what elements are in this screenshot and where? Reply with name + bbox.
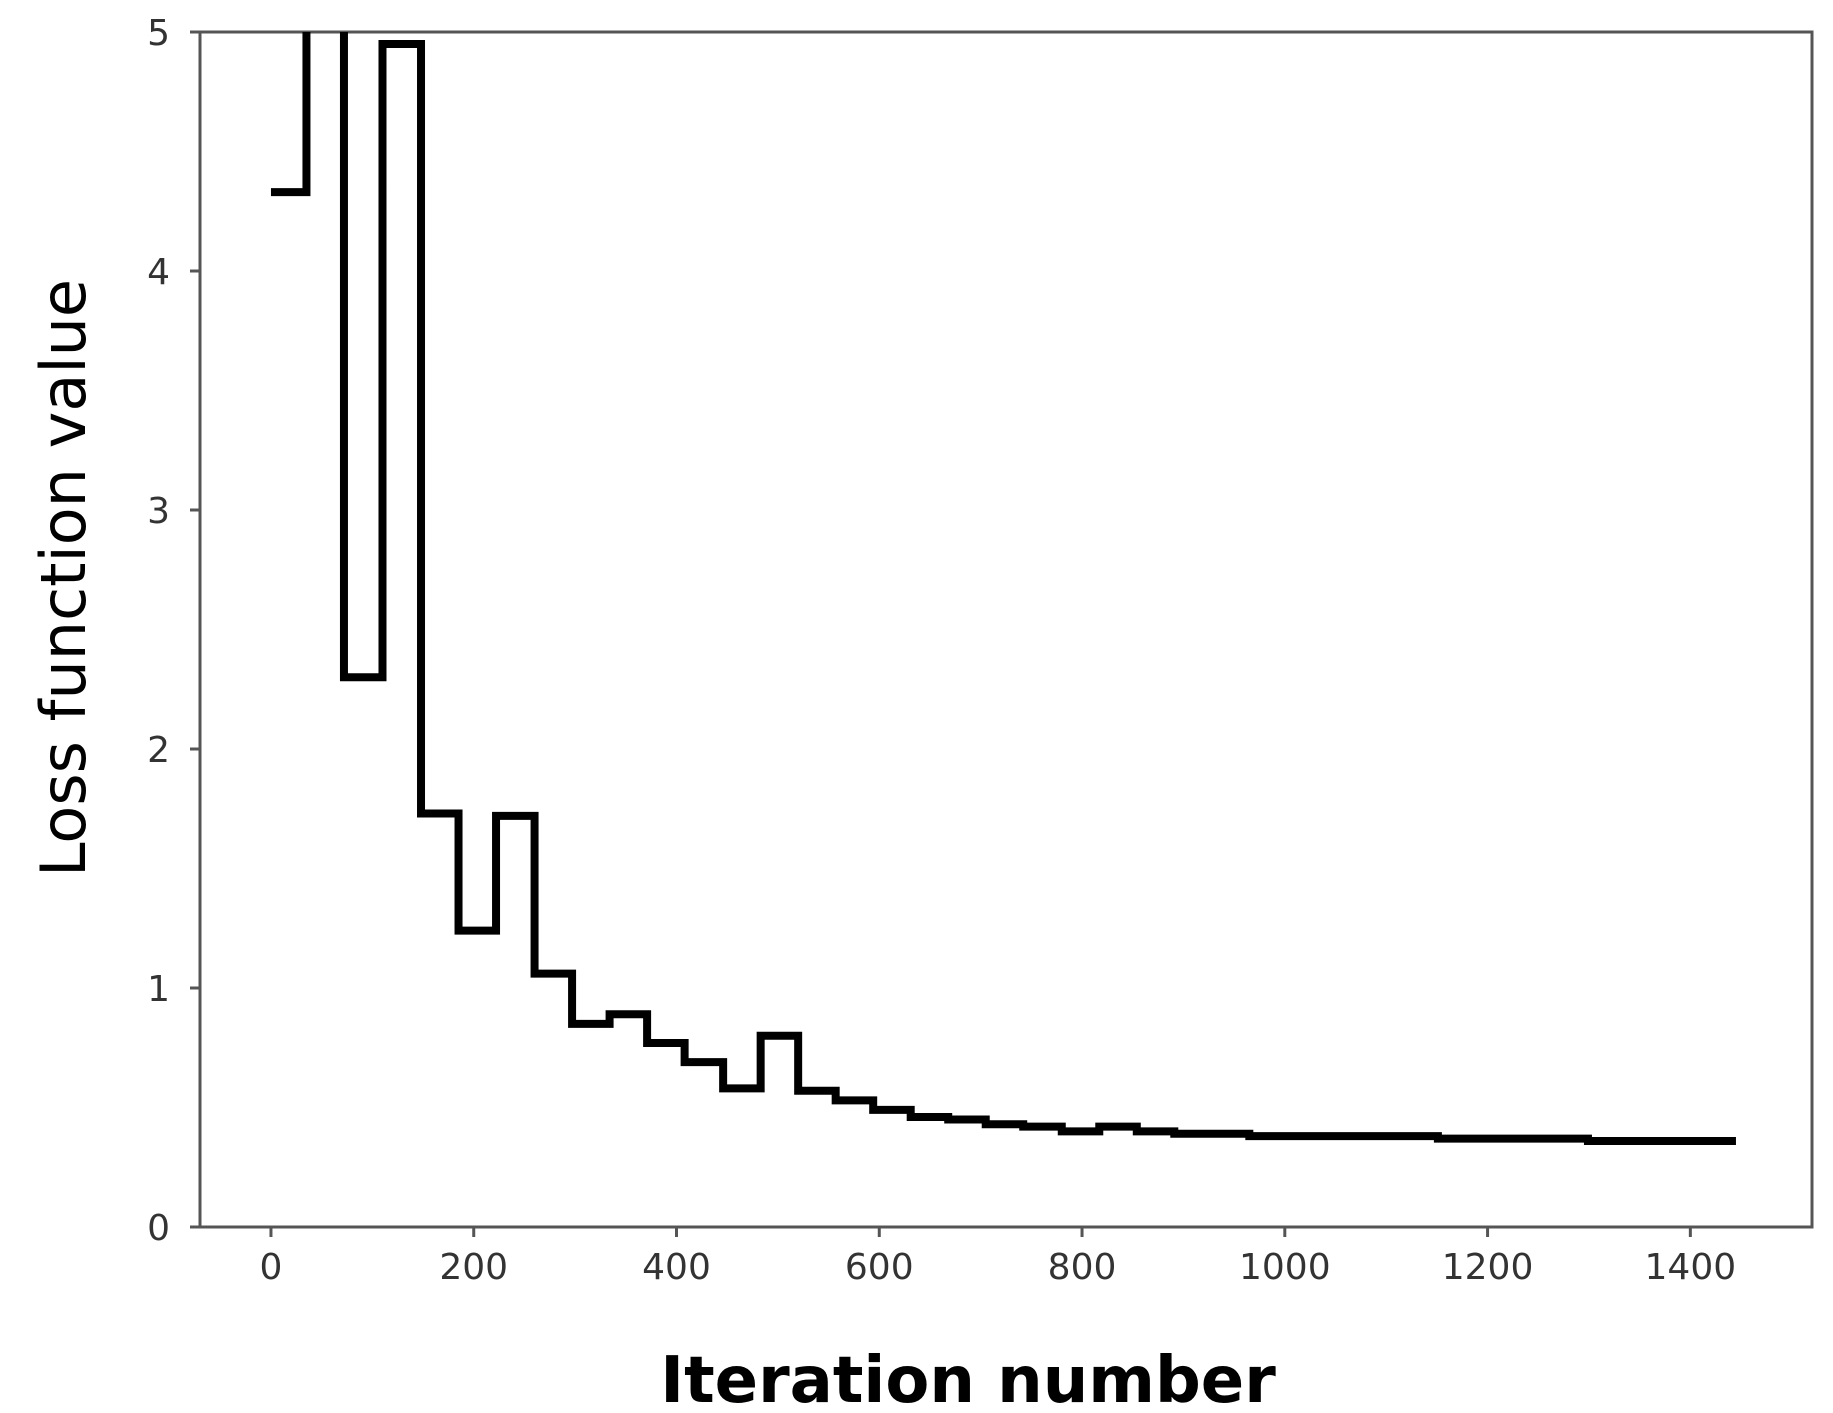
y-tick-label: 2 — [147, 730, 170, 771]
x-tick-label: 400 — [642, 1247, 711, 1288]
y-axis-title: Loss function value — [27, 279, 100, 877]
x-tick-label: 1000 — [1239, 1247, 1331, 1288]
x-axis-ticks: 0 200 400 600 800 1000 1200 1400 — [260, 1227, 1737, 1288]
plot-frame — [198, 30, 1814, 1229]
y-tick-label: 0 — [147, 1208, 170, 1249]
x-tick-label: 1400 — [1645, 1247, 1737, 1288]
y-tick-label: 1 — [147, 969, 170, 1010]
x-tick-label: 600 — [845, 1247, 914, 1288]
y-axis-ticks: 0 1 2 3 4 5 — [147, 13, 200, 1249]
x-tick-label: 0 — [260, 1247, 283, 1288]
loss-series-line — [270, 32, 1736, 1145]
y-tick-label: 5 — [147, 13, 170, 54]
y-tick-label: 3 — [147, 491, 170, 532]
x-tick-label: 1200 — [1442, 1247, 1534, 1288]
x-tick-label: 800 — [1048, 1247, 1117, 1288]
x-axis-title: Iteration number — [660, 1344, 1276, 1413]
y-tick-label: 4 — [147, 252, 170, 293]
x-tick-label: 200 — [439, 1247, 508, 1288]
